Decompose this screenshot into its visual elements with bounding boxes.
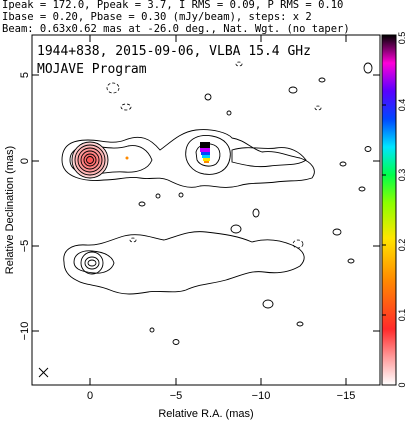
y-tick-label: −10 bbox=[19, 322, 31, 341]
contour-blob bbox=[230, 224, 242, 234]
header-line-2: Ibase = 0.20, Pbase = 0.30 (mJy/beam), s… bbox=[2, 11, 312, 23]
colorbar-tick-label: 0.4 bbox=[397, 99, 407, 112]
contour-upper-extension bbox=[231, 147, 307, 168]
header-line-1: Ipeak = 172.0, Ppeak = 3.7, I RMS = 0.09… bbox=[2, 0, 344, 11]
polarization-knot bbox=[125, 142, 210, 163]
y-tick-label: 0 bbox=[19, 158, 31, 164]
axis-ticks bbox=[32, 35, 380, 385]
contour-blob bbox=[332, 228, 342, 236]
contour-map bbox=[61, 62, 373, 345]
contour-blob bbox=[172, 339, 180, 345]
colorbar-tick-label: 0.2 bbox=[397, 239, 407, 252]
contour-knot-outer bbox=[185, 135, 231, 175]
lower-core-component bbox=[80, 251, 104, 275]
x-tick-label: −10 bbox=[252, 390, 271, 402]
colorbar-tick-label: 0.1 bbox=[397, 309, 407, 322]
x-tick-label: −5 bbox=[170, 390, 183, 402]
y-axis-label: Relative Declination (mas) bbox=[4, 146, 16, 274]
plot-frame bbox=[31, 34, 381, 386]
y-tick-label: −5 bbox=[19, 240, 31, 253]
contour-lower-mid bbox=[73, 250, 115, 274]
contour-blob bbox=[204, 93, 212, 101]
contour-blob bbox=[347, 258, 355, 264]
negative-contours bbox=[106, 61, 322, 249]
contour-blob bbox=[252, 208, 260, 218]
colorbar-tick-label: 0.3 bbox=[397, 169, 407, 182]
contour-upper-outer bbox=[61, 129, 315, 188]
contour-blob bbox=[358, 186, 366, 192]
contour-blob bbox=[288, 86, 298, 94]
colorbar-tick-label: 0.5 bbox=[397, 32, 407, 45]
contour-blob bbox=[262, 299, 274, 309]
contour-blob bbox=[339, 161, 347, 167]
y-tick-label: 5 bbox=[19, 72, 31, 78]
colorbar bbox=[381, 34, 397, 386]
contour-blob bbox=[364, 146, 372, 152]
plot-subtitle: MOJAVE Program bbox=[37, 62, 147, 77]
header-line-3: Beam: 0.63x0.62 mas at -26.0 deg., Nat. … bbox=[2, 23, 350, 35]
contour-blob bbox=[296, 321, 304, 327]
contour-blob bbox=[149, 327, 155, 333]
contour-blob bbox=[155, 193, 161, 199]
x-tick-label: −15 bbox=[337, 390, 356, 402]
x-tick-label: 0 bbox=[87, 390, 93, 402]
contour-blob bbox=[138, 201, 146, 207]
core-component bbox=[71, 141, 109, 179]
contour-lower-outer bbox=[63, 231, 305, 295]
colorbar-tick-label: 0 bbox=[397, 382, 407, 387]
beam-symbol bbox=[38, 367, 49, 378]
x-axis-label: Relative R.A. (mas) bbox=[158, 408, 253, 420]
plot-title: 1944+838, 2015-09-06, VLBA 15.4 GHz bbox=[37, 44, 311, 59]
contour-blob bbox=[178, 192, 184, 198]
contour-blob bbox=[363, 62, 373, 74]
contour-blob bbox=[226, 110, 232, 116]
colorbar-ticks bbox=[382, 34, 386, 386]
contour-blob bbox=[318, 77, 326, 83]
